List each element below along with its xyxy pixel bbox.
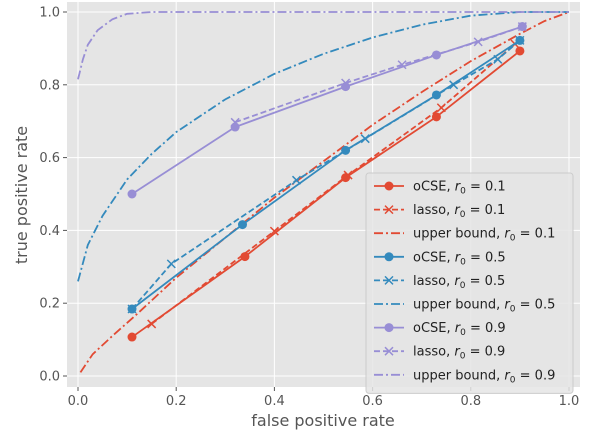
legend-item: lasso, r0 = 0.9 bbox=[374, 345, 505, 362]
y-tick-label: 0.0 bbox=[39, 370, 60, 385]
axis-ticks: 0.0 0.2 0.4 0.6 0.8 1.0 0.0 0.2 0.4 0.6 0.8 1.0 bbox=[39, 6, 579, 410]
y-tick-label: 0.4 bbox=[39, 224, 60, 239]
legend-item: upper bound, r0 = 0.5 bbox=[374, 298, 555, 315]
point-marker-ocse-r0-0-1 bbox=[431, 112, 441, 122]
y-tick-label: 1.0 bbox=[39, 6, 60, 21]
legend-frame bbox=[365, 172, 574, 394]
x-marker-lasso-r0-0-5 bbox=[449, 80, 459, 90]
legend-label: oCSE, r0 = 0.5 bbox=[413, 250, 506, 267]
legend-label: lasso, r0 = 0.9 bbox=[413, 345, 505, 362]
series-lasso-r0-0-9 bbox=[230, 22, 527, 127]
x-tick-label: 0.2 bbox=[166, 394, 187, 409]
series-upper-bound-r0-0-9 bbox=[77, 11, 569, 80]
x-marker-legend bbox=[384, 205, 394, 215]
x-marker-lasso-r0-0-9 bbox=[517, 22, 527, 32]
x-marker-lasso-r0-0-5 bbox=[127, 304, 137, 314]
y-tick-label: 0.6 bbox=[39, 151, 60, 166]
legend-item: lasso, r0 = 0.5 bbox=[374, 274, 505, 291]
y-tick-label: 0.8 bbox=[39, 78, 60, 93]
x-marker-lasso-r0-0-5 bbox=[291, 175, 302, 185]
point-marker-ocse-r0-0-1 bbox=[127, 332, 137, 342]
x-marker-lasso-r0-0-1 bbox=[147, 319, 157, 329]
legend: oCSE, r0 = 0.1 lasso, r0 = 0.1 upper bound… bbox=[365, 172, 574, 394]
x-marker-lasso-r0-0-9 bbox=[473, 37, 483, 47]
legend-label: lasso, r0 = 0.5 bbox=[413, 274, 505, 291]
point-marker-legend bbox=[384, 252, 394, 262]
series-upper-bound-r0-0-5 bbox=[77, 11, 569, 282]
y-tick-label: 0.2 bbox=[39, 297, 60, 312]
series-line-upper-bound-r0-0-5 bbox=[77, 11, 569, 282]
series-layer bbox=[77, 11, 570, 373]
point-marker-ocse-r0-0-1 bbox=[515, 46, 525, 56]
point-marker-ocse-r0-0-1 bbox=[240, 252, 250, 262]
legend-item: upper bound, r0 = 0.9 bbox=[374, 368, 555, 385]
x-marker-lasso-r0-0-5 bbox=[360, 134, 370, 144]
series-lasso-r0-0-5 bbox=[127, 35, 525, 314]
legend-label: upper bound, r0 = 0.5 bbox=[413, 298, 555, 315]
x-marker-legend bbox=[384, 275, 394, 285]
legend-label: upper bound, r0 = 0.9 bbox=[413, 368, 555, 385]
point-marker-legend bbox=[384, 181, 394, 191]
legend-label: oCSE, r0 = 0.1 bbox=[413, 180, 506, 197]
point-marker-ocse-r0-0-5 bbox=[237, 220, 247, 230]
x-marker-lasso-r0-0-9 bbox=[397, 60, 407, 70]
x-tick-label: 0.6 bbox=[362, 394, 383, 409]
point-marker-legend bbox=[384, 323, 394, 333]
legend-label: lasso, r0 = 0.1 bbox=[413, 203, 505, 220]
legend-item: oCSE, r0 = 0.5 bbox=[374, 250, 506, 267]
series-line-upper-bound-r0-0-9 bbox=[77, 11, 569, 80]
x-marker-lasso-r0-0-5 bbox=[515, 35, 525, 45]
x-marker-lasso-r0-0-5 bbox=[166, 259, 176, 269]
x-axis-label: false positive rate bbox=[251, 411, 395, 430]
point-marker-ocse-r0-0-9 bbox=[230, 122, 240, 132]
legend-item: upper bound, r0 = 0.1 bbox=[374, 227, 555, 244]
x-marker-lasso-r0-0-1 bbox=[436, 103, 446, 113]
point-marker-ocse-r0-0-9 bbox=[127, 189, 137, 199]
x-tick-label: 1.0 bbox=[559, 394, 580, 409]
x-marker-lasso-r0-0-1 bbox=[269, 226, 279, 236]
x-marker-lasso-r0-0-1 bbox=[343, 170, 353, 180]
x-marker-lasso-r0-0-5 bbox=[493, 54, 503, 64]
y-axis-label: true positive rate bbox=[12, 126, 31, 264]
x-tick-label: 0.0 bbox=[68, 394, 89, 409]
legend-label: oCSE, r0 = 0.9 bbox=[413, 321, 506, 338]
legend-label: upper bound, r0 = 0.1 bbox=[413, 227, 555, 244]
x-tick-label: 0.8 bbox=[460, 394, 481, 409]
legend-item: oCSE, r0 = 0.1 bbox=[374, 180, 506, 197]
x-tick-label: 0.4 bbox=[264, 394, 285, 409]
x-marker-legend bbox=[384, 346, 394, 356]
x-marker-lasso-r0-0-9 bbox=[230, 117, 240, 127]
legend-item: lasso, r0 = 0.1 bbox=[374, 203, 505, 220]
legend-item: oCSE, r0 = 0.9 bbox=[374, 321, 506, 338]
x-marker-lasso-r0-0-9 bbox=[341, 78, 351, 88]
